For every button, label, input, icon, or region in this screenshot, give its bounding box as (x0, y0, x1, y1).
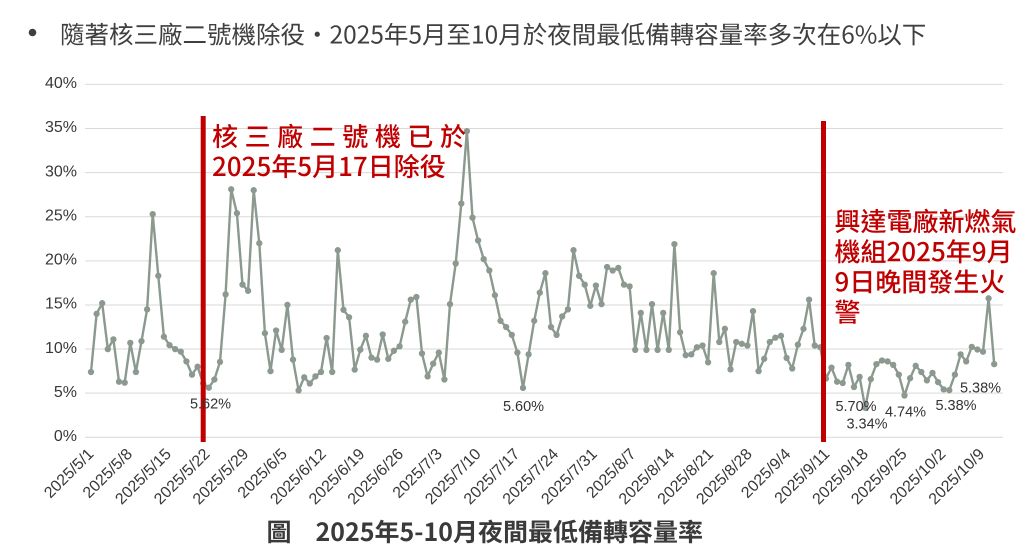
svg-text:5.38%: 5.38% (960, 381, 1001, 397)
svg-text:5.60%: 5.60% (503, 399, 544, 415)
svg-text:20%: 20% (45, 252, 77, 269)
svg-text:30%: 30% (45, 163, 77, 180)
svg-text:35%: 35% (45, 119, 77, 136)
svg-text:15%: 15% (45, 296, 77, 313)
svg-text:40%: 40% (45, 75, 77, 92)
svg-text:3.34%: 3.34% (846, 417, 887, 433)
svg-text:0%: 0% (54, 428, 77, 445)
svg-text:5.62%: 5.62% (190, 397, 231, 413)
svg-text:5%: 5% (54, 384, 77, 401)
svg-text:5.38%: 5.38% (935, 398, 976, 414)
svg-text:4.74%: 4.74% (885, 405, 926, 421)
svg-text:5.70%: 5.70% (835, 399, 876, 415)
svg-text:25%: 25% (45, 207, 77, 224)
svg-text:10%: 10% (45, 340, 77, 357)
